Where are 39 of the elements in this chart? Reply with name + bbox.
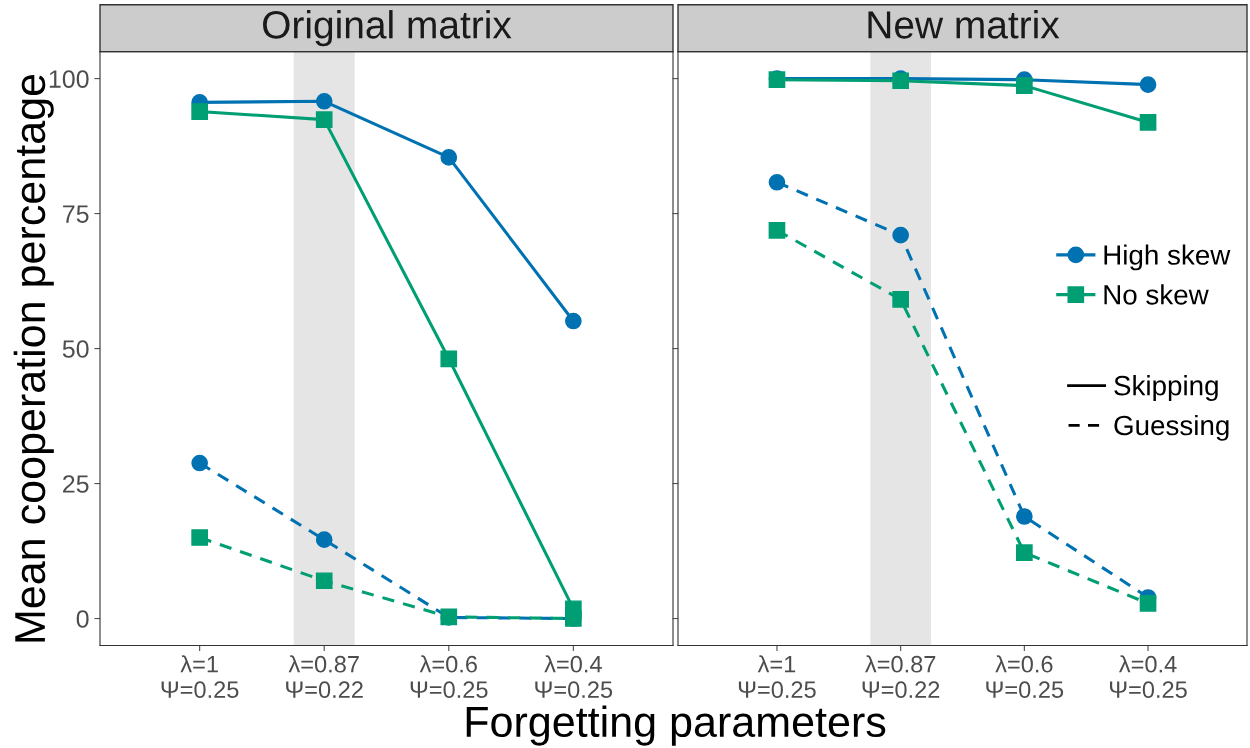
y-tick-label: 75 (63, 205, 89, 223)
x-tick-label: λ=1 Ψ=0.25 (161, 655, 239, 699)
chart-title: Original matrix (263, 10, 512, 47)
point (440, 350, 458, 368)
point (565, 312, 582, 330)
point (1016, 508, 1033, 525)
x-tick-label: λ=0.87 Ψ=0.22 (862, 655, 940, 699)
annotation: Skipping (1114, 375, 1218, 402)
x-tick-label: λ=0.6 Ψ=0.25 (410, 655, 488, 699)
point (191, 103, 208, 120)
point (315, 92, 333, 110)
point (1139, 76, 1157, 93)
point (315, 111, 333, 128)
x-tick-label: λ=1 Ψ=0.25 (738, 655, 816, 699)
point (1139, 595, 1157, 612)
x-tick-label: λ=0.87 Ψ=0.22 (286, 655, 363, 699)
legend-label: No skew (1104, 284, 1209, 305)
point (768, 221, 786, 239)
point (1016, 544, 1033, 561)
point (315, 531, 333, 549)
x-tick-label: λ=0.6 Ψ=0.25 (986, 655, 1064, 699)
point (191, 529, 208, 546)
annotation: Guessing (1114, 414, 1229, 441)
point (440, 149, 458, 166)
point (315, 572, 333, 590)
point (1016, 77, 1033, 94)
point (191, 454, 208, 472)
y-tick-label: 50 (62, 340, 89, 358)
x-tick-label: λ=0.4 Ψ=0.25 (535, 655, 613, 699)
y-tick-label: 25 (63, 475, 89, 493)
chart-title: New matrix (868, 10, 1060, 39)
y-tick-label: 0 (76, 610, 89, 628)
point (1139, 114, 1157, 131)
point (768, 173, 786, 191)
x-axis-title: Forgetting parameters (466, 705, 886, 746)
legend-label: High skew (1104, 244, 1231, 271)
point (892, 226, 909, 244)
x-tick-label: λ=0.4 Ψ=0.25 (1109, 655, 1187, 699)
point (892, 291, 909, 308)
